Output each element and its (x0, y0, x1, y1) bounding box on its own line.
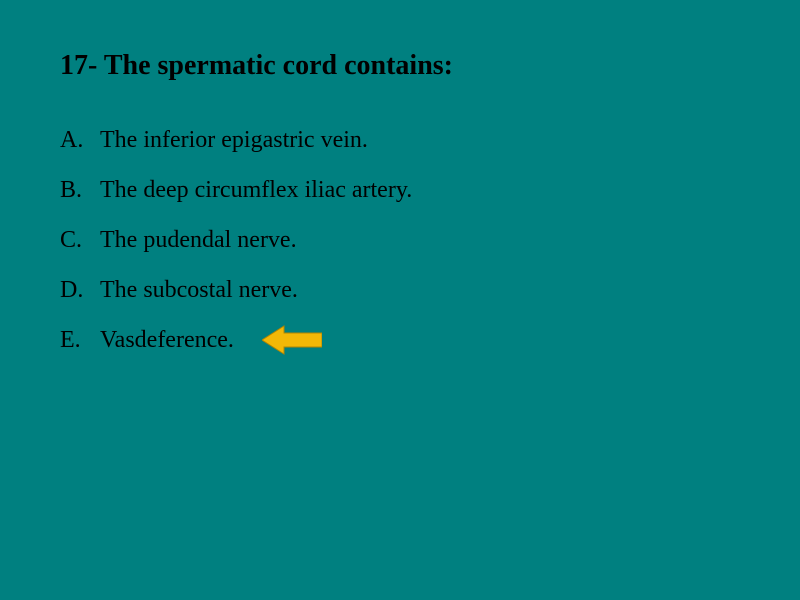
option-letter: A. (60, 127, 100, 154)
option-text: The subcostal nerve. (100, 277, 298, 304)
option-row: E.Vasdeference. (60, 320, 740, 360)
option-text: The deep circumflex iliac artery. (100, 177, 412, 204)
slide: 17- The spermatic cord contains: A.The i… (0, 0, 800, 600)
option-row: A.The inferior epigastric vein. (60, 120, 740, 160)
option-letter: D. (60, 277, 100, 304)
option-letter: C. (60, 227, 100, 254)
answer-arrow-icon (262, 324, 322, 356)
option-row: B.The deep circumflex iliac artery. (60, 170, 740, 210)
question-title: 17- The spermatic cord contains: (60, 50, 740, 82)
option-letter: E. (60, 327, 100, 354)
option-letter: B. (60, 177, 100, 204)
option-text: The pudendal nerve. (100, 227, 297, 254)
option-text: The inferior epigastric vein. (100, 127, 368, 154)
options-list: A.The inferior epigastric vein.B.The dee… (60, 120, 740, 360)
option-row: C.The pudendal nerve. (60, 220, 740, 260)
option-text: Vasdeference. (100, 327, 234, 354)
option-row: D.The subcostal nerve. (60, 270, 740, 310)
